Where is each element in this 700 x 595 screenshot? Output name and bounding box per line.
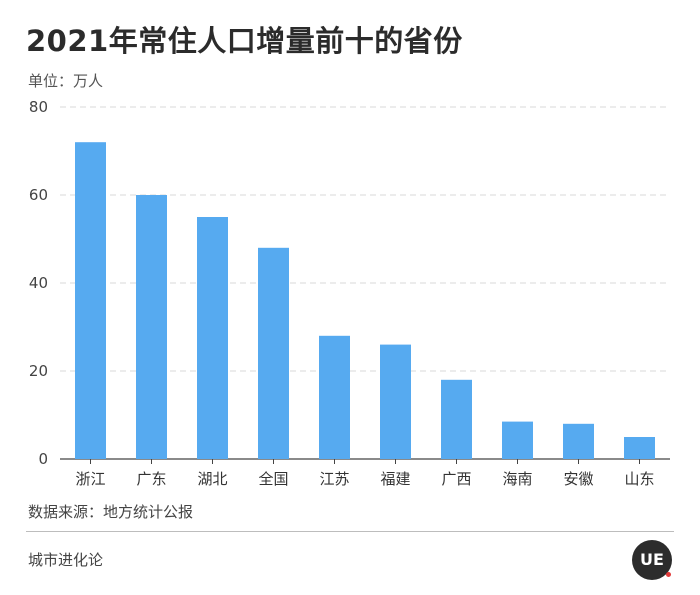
x-tick-label: 广西: [441, 470, 471, 488]
logo-accent-dot: [666, 572, 671, 577]
y-tick-label: 40: [29, 274, 48, 292]
bar-chart: 0 20 40 60 80 浙江 广东 湖北 全国 江苏 福建 广西 海南 安徽 山东: [29, 98, 670, 488]
x-tick-label: 山东: [624, 470, 654, 488]
brand-logo: UE: [632, 540, 672, 580]
x-tick-label: 安徽: [563, 470, 593, 488]
bar: [563, 423, 594, 459]
x-tick-label: 海南: [502, 470, 532, 488]
unit-label: 单位：万人: [28, 72, 104, 90]
bar: [319, 335, 350, 459]
chart-title: 2021年常住人口增量前十的省份: [26, 24, 463, 58]
data-source: 数据来源：地方统计公报: [28, 503, 194, 521]
bar: [197, 217, 228, 459]
y-tick-label: 20: [29, 362, 48, 380]
bar: [75, 142, 106, 459]
x-tick-label: 浙江: [75, 470, 105, 488]
bar: [502, 421, 533, 459]
bar: [441, 379, 472, 459]
bar: [624, 437, 655, 459]
footer-brand: 城市进化论: [28, 551, 104, 569]
bar: [258, 247, 289, 459]
footer-divider: [26, 531, 674, 532]
y-tick-label: 60: [29, 186, 48, 204]
x-tick-label: 全国: [258, 470, 288, 488]
y-tick-label: 0: [38, 450, 48, 468]
bar: [136, 195, 167, 459]
y-tick-label: 80: [29, 98, 48, 116]
x-tick-label: 湖北: [197, 470, 227, 488]
x-tick-label: 江苏: [319, 470, 349, 488]
bar: [380, 344, 411, 459]
x-tick-label: 福建: [380, 470, 410, 488]
x-tick-label: 广东: [136, 470, 166, 488]
